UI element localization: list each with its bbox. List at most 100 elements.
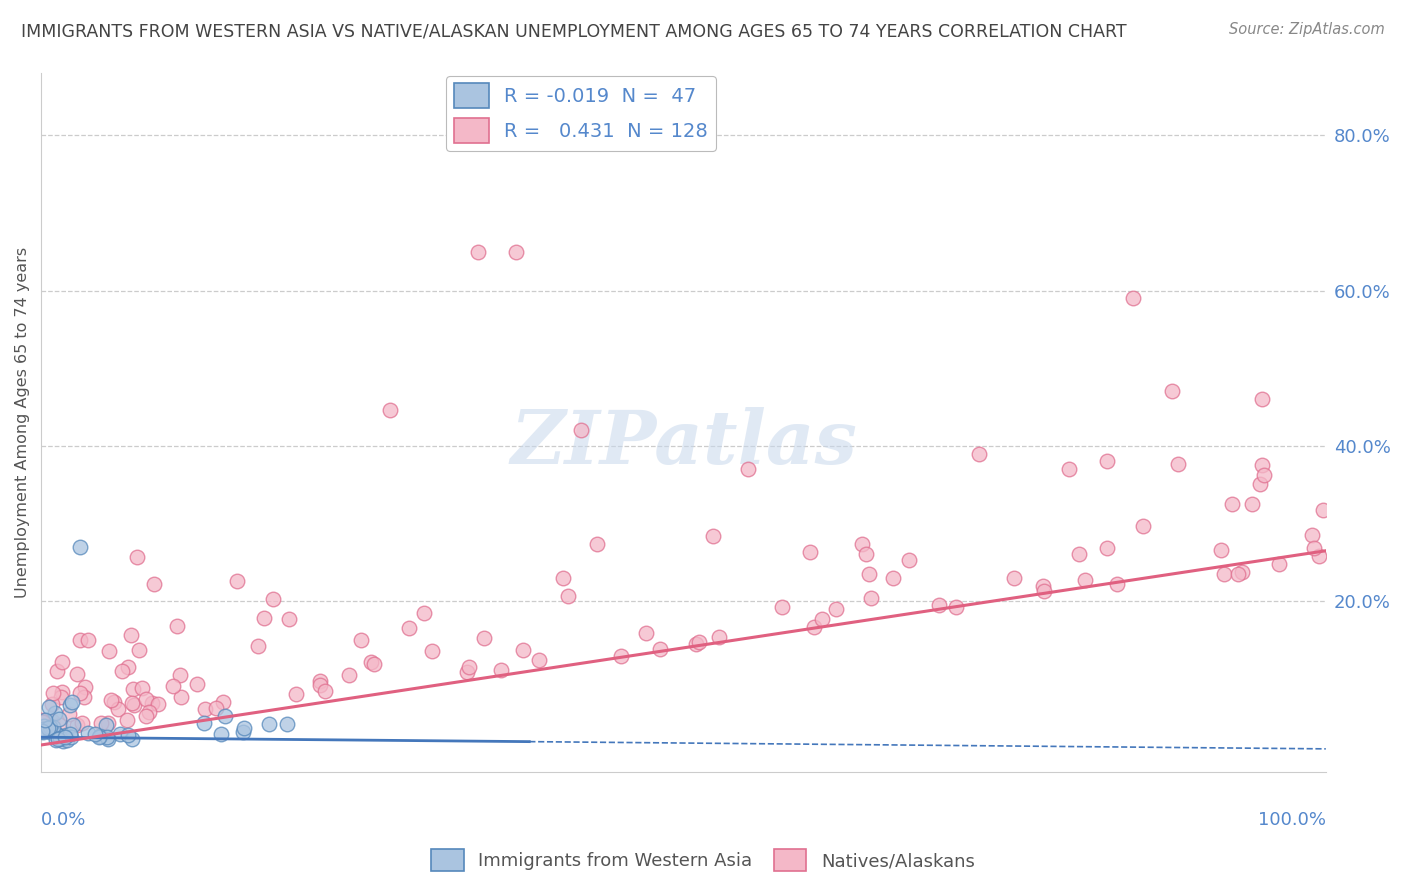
Point — [527, 653, 550, 667]
Point — [610, 648, 633, 663]
Point — [146, 697, 169, 711]
Point — [413, 606, 436, 620]
Point — [77, 632, 100, 647]
Point — [314, 684, 336, 698]
Legend: R = -0.019  N =  47, R =   0.431  N = 128: R = -0.019 N = 47, R = 0.431 N = 128 — [446, 76, 716, 151]
Point — [186, 677, 208, 691]
Point — [125, 549, 148, 564]
Point — [467, 244, 489, 259]
Point — [458, 660, 481, 674]
Point — [1132, 518, 1154, 533]
Point — [1301, 528, 1323, 542]
Point — [84, 727, 107, 741]
Point — [491, 663, 513, 677]
Point — [1308, 549, 1330, 564]
Point — [1032, 579, 1054, 593]
Point — [89, 729, 111, 743]
Point — [1268, 557, 1291, 571]
Text: ZIPatlas: ZIPatlas — [510, 408, 856, 480]
Point — [169, 667, 191, 681]
Point — [49, 731, 72, 745]
Point — [1303, 541, 1326, 555]
Point — [233, 721, 256, 735]
Point — [138, 705, 160, 719]
Point — [702, 529, 724, 543]
Point — [928, 598, 950, 612]
Point — [110, 727, 132, 741]
Point — [1122, 291, 1144, 305]
Point — [1160, 384, 1182, 399]
Point — [257, 716, 280, 731]
Point — [58, 707, 80, 722]
Point — [350, 632, 373, 647]
Point — [770, 600, 793, 615]
Point — [38, 725, 60, 739]
Point — [474, 631, 496, 645]
Point — [1249, 477, 1271, 491]
Text: Source: ZipAtlas.com: Source: ZipAtlas.com — [1229, 22, 1385, 37]
Point — [1240, 497, 1263, 511]
Point — [1097, 454, 1119, 468]
Point — [1002, 571, 1025, 585]
Point — [30, 713, 52, 727]
Point — [66, 717, 89, 731]
Legend: Immigrants from Western Asia, Natives/Alaskans: Immigrants from Western Asia, Natives/Al… — [425, 842, 981, 879]
Point — [855, 547, 877, 561]
Point — [1213, 567, 1236, 582]
Point — [859, 591, 882, 605]
Point — [205, 701, 228, 715]
Point — [1107, 576, 1129, 591]
Point — [31, 714, 53, 729]
Point — [398, 622, 420, 636]
Point — [45, 733, 67, 747]
Point — [285, 687, 308, 701]
Point — [897, 553, 920, 567]
Point — [811, 612, 834, 626]
Point — [1250, 392, 1272, 407]
Point — [551, 570, 574, 584]
Point — [851, 537, 873, 551]
Point — [226, 574, 249, 588]
Point — [1211, 543, 1233, 558]
Point — [120, 628, 142, 642]
Point — [141, 696, 163, 710]
Point — [59, 698, 82, 712]
Point — [212, 695, 235, 709]
Point — [278, 612, 301, 626]
Point — [505, 244, 527, 259]
Point — [46, 732, 69, 747]
Point — [70, 716, 93, 731]
Point — [337, 668, 360, 682]
Point — [51, 655, 73, 669]
Point — [1167, 457, 1189, 471]
Point — [586, 537, 609, 551]
Point — [62, 718, 84, 732]
Point — [32, 725, 55, 739]
Point — [309, 678, 332, 692]
Point — [1033, 584, 1056, 599]
Point — [803, 619, 825, 633]
Point — [193, 715, 215, 730]
Point — [128, 643, 150, 657]
Point — [90, 716, 112, 731]
Point — [115, 713, 138, 727]
Point — [32, 723, 55, 737]
Point — [60, 730, 83, 744]
Point — [103, 695, 125, 709]
Point — [51, 685, 73, 699]
Point — [799, 545, 821, 559]
Point — [49, 690, 72, 704]
Point — [247, 639, 270, 653]
Point — [96, 730, 118, 744]
Point — [276, 716, 298, 731]
Point — [45, 665, 67, 679]
Point — [882, 571, 904, 585]
Point — [60, 695, 83, 709]
Point — [360, 655, 382, 669]
Point — [557, 589, 579, 603]
Point — [69, 633, 91, 648]
Point — [636, 626, 658, 640]
Point — [39, 720, 62, 734]
Point — [967, 447, 990, 461]
Point — [41, 714, 63, 728]
